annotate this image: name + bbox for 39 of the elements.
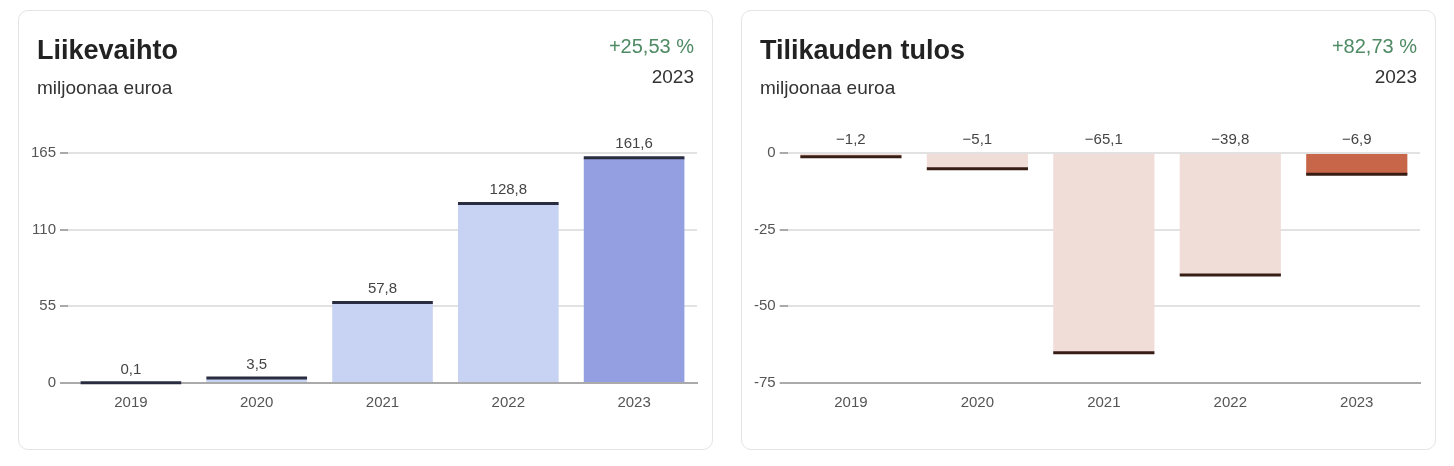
data-label: 3,5 (246, 354, 268, 372)
x-tick-label: 2021 (1087, 393, 1121, 411)
text: +25,53 % (608, 35, 694, 58)
data-label: 0,1 (120, 359, 142, 377)
x-tick-label: 2022 (491, 393, 525, 411)
x-tick-label: 2023 (617, 393, 651, 411)
x-tick-label: 2020 (240, 393, 274, 411)
x-tick-label: 2019 (834, 393, 868, 411)
y-tick-label: 110 (32, 219, 57, 237)
bar (457, 203, 559, 382)
chart-subtitle: miljoonaa euroa (37, 77, 173, 99)
chart-title: Tilikauden tulos (760, 35, 966, 66)
data-label: −39,8 (1211, 129, 1250, 147)
y-tick-label: -25 (753, 219, 776, 237)
y-tick-label: -50 (753, 296, 776, 314)
y-tick-label: 0 (767, 143, 776, 161)
bar (583, 157, 685, 382)
data-label: −5,1 (962, 129, 993, 147)
chart-title: Liikevaihto (37, 35, 179, 66)
text: +82,73 % (1331, 35, 1417, 58)
y-tick-label: 55 (39, 296, 57, 314)
x-tick-label: 2020 (960, 393, 995, 411)
text: 2023 (1373, 66, 1417, 88)
bar (332, 302, 433, 382)
data-label: 128,8 (489, 180, 528, 198)
y-tick-label: -75 (753, 373, 776, 391)
data-label: 161,6 (615, 134, 653, 152)
x-tick-label: 2022 (1213, 393, 1247, 411)
data-label: 57,8 (367, 279, 398, 297)
x-tick-label: 2021 (365, 393, 400, 411)
x-tick-label: 2019 (114, 393, 148, 411)
data-label: −1,2 (836, 129, 866, 147)
text: 2023 (650, 66, 694, 88)
chart-subtitle: miljoonaa euroa (760, 77, 896, 99)
y-tick-label: 165 (31, 143, 57, 161)
data-label: −65,1 (1084, 129, 1123, 147)
data-label: −6,9 (1341, 129, 1372, 147)
y-tick-label: 0 (47, 373, 57, 391)
x-tick-label: 2023 (1340, 393, 1374, 411)
